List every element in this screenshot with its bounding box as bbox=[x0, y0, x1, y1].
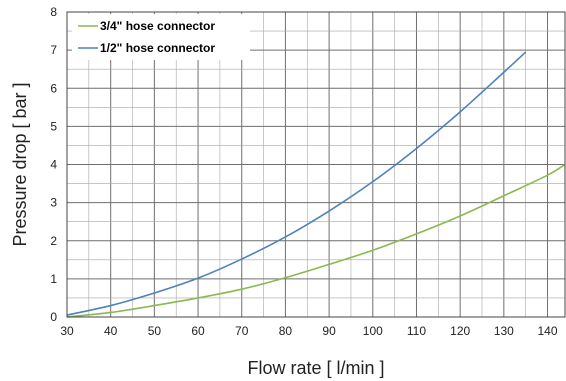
x-tick-label: 40 bbox=[104, 324, 118, 338]
series-line-0 bbox=[66, 163, 566, 318]
legend: 3/4" hose connector 1/2" hose connector bbox=[72, 14, 250, 60]
x-tick-label: 130 bbox=[494, 324, 514, 338]
series-line-1 bbox=[66, 51, 527, 316]
y-tick-label: 3 bbox=[50, 196, 57, 210]
x-tick-label: 100 bbox=[363, 324, 383, 338]
y-tick-label: 0 bbox=[50, 310, 57, 324]
x-tick-labels: 30 40 50 60 70 80 90 100 110 120 130 140 bbox=[60, 324, 558, 338]
y-tick-label: 6 bbox=[50, 81, 57, 95]
series-lines bbox=[66, 51, 566, 318]
x-tick-label: 60 bbox=[191, 324, 205, 338]
x-tick-label: 120 bbox=[450, 324, 470, 338]
x-tick-label: 80 bbox=[279, 324, 293, 338]
x-tick-label: 140 bbox=[538, 324, 558, 338]
x-axis-title: Flow rate [ l/min ] bbox=[247, 358, 384, 378]
legend-label-3-4-hose: 3/4" hose connector bbox=[100, 19, 215, 33]
y-tick-label: 4 bbox=[50, 158, 57, 172]
plot-border bbox=[66, 11, 566, 318]
legend-background bbox=[72, 14, 250, 60]
y-tick-label: 1 bbox=[50, 272, 57, 286]
y-tick-label: 8 bbox=[50, 5, 57, 19]
x-tick-label: 70 bbox=[235, 324, 249, 338]
y-tick-label: 7 bbox=[50, 43, 57, 57]
y-tick-labels: 0 1 2 3 4 5 6 7 8 bbox=[50, 5, 57, 324]
y-axis-title: Pressure drop [ bar ] bbox=[10, 82, 30, 246]
grid bbox=[66, 11, 565, 318]
x-tick-label: 50 bbox=[148, 324, 162, 338]
y-tick-label: 5 bbox=[50, 119, 57, 133]
x-tick-label: 110 bbox=[407, 324, 426, 338]
x-tick-label: 30 bbox=[60, 324, 74, 338]
legend-label-1-2-hose: 1/2" hose connector bbox=[100, 41, 215, 55]
x-tick-label: 90 bbox=[322, 324, 336, 338]
y-tick-label: 2 bbox=[50, 234, 57, 248]
